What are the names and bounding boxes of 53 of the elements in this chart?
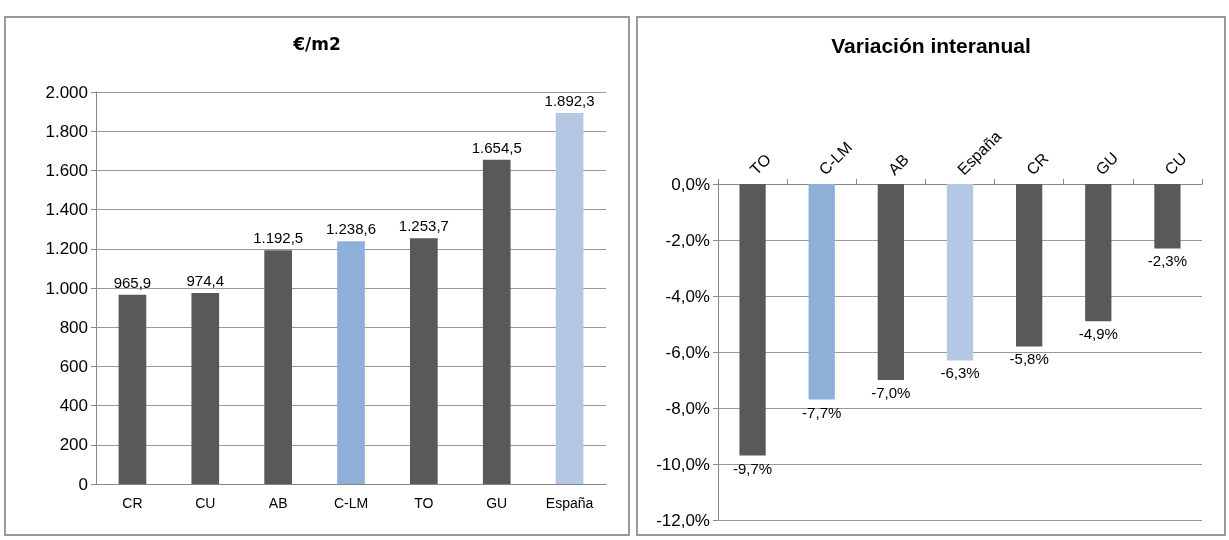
- y-tick-label: -8,0%: [665, 398, 710, 418]
- x-tick-label: AB: [884, 150, 912, 179]
- data-label: 965,9: [113, 273, 152, 291]
- data-label: 1.253,7: [398, 217, 449, 235]
- y-tick-label: 2.000: [45, 82, 88, 102]
- x-tick-label: TO: [414, 495, 434, 511]
- data-label: 1.892,3: [544, 92, 595, 110]
- bar: [555, 113, 584, 484]
- data-label: 1.654,5: [471, 138, 522, 156]
- y-tick-label: 400: [59, 396, 88, 416]
- data-label: -4,9%: [1078, 325, 1118, 343]
- y-tick-label: 1.800: [45, 121, 88, 141]
- data-label: -6,3%: [940, 364, 980, 382]
- y-tick-label: 0,0%: [671, 174, 710, 194]
- y-tick-label: 200: [59, 435, 88, 455]
- x-tick-label: CU: [1161, 149, 1190, 179]
- x-tick-label: CU: [195, 495, 216, 511]
- y-tick-label: -2,0%: [665, 230, 710, 250]
- bar: [337, 241, 365, 484]
- y-tick-label: 1.000: [45, 278, 88, 298]
- data-label: 1.192,5: [253, 229, 304, 247]
- bar: [118, 294, 147, 484]
- y-tick-label: -10,0%: [656, 454, 710, 474]
- x-tick-label: TO: [746, 150, 775, 179]
- bar: [264, 250, 292, 484]
- x-tick-label: España: [545, 495, 594, 511]
- data-label: -2,3%: [1147, 252, 1188, 270]
- data-label: -7,7%: [802, 403, 842, 421]
- y-tick-label: 800: [59, 317, 88, 337]
- data-label: 974,4: [186, 272, 225, 290]
- data-label: 1.238,6: [325, 220, 377, 238]
- y-tick-label: 600: [59, 356, 88, 376]
- y-tick-label: -12,0%: [656, 510, 710, 530]
- y-tick-label: -6,0%: [665, 342, 710, 362]
- x-tick-label: AB: [268, 495, 288, 511]
- y-tick-label: 1.600: [45, 160, 88, 180]
- x-tick-label: C-LM: [333, 495, 369, 511]
- y-tick-label: 1.400: [45, 200, 88, 220]
- y-tick-label: 1.200: [45, 239, 88, 259]
- x-tick-label: GU: [1092, 149, 1122, 179]
- bar: [410, 238, 438, 484]
- data-label: -5,8%: [1009, 350, 1049, 368]
- chart-title: €/m2: [292, 33, 341, 54]
- x-tick-label: CR: [1023, 149, 1052, 179]
- bar: [191, 293, 220, 484]
- y-tick-label: 0: [78, 474, 88, 494]
- x-tick-label: GU: [486, 495, 508, 511]
- data-label: -9,7%: [732, 459, 773, 477]
- bar: [482, 159, 511, 484]
- y-tick-label: -4,0%: [665, 286, 710, 306]
- chart-title: Variación interanual: [831, 34, 1031, 57]
- data-label: -7,0%: [871, 384, 911, 401]
- x-tick-label: CR: [122, 495, 143, 511]
